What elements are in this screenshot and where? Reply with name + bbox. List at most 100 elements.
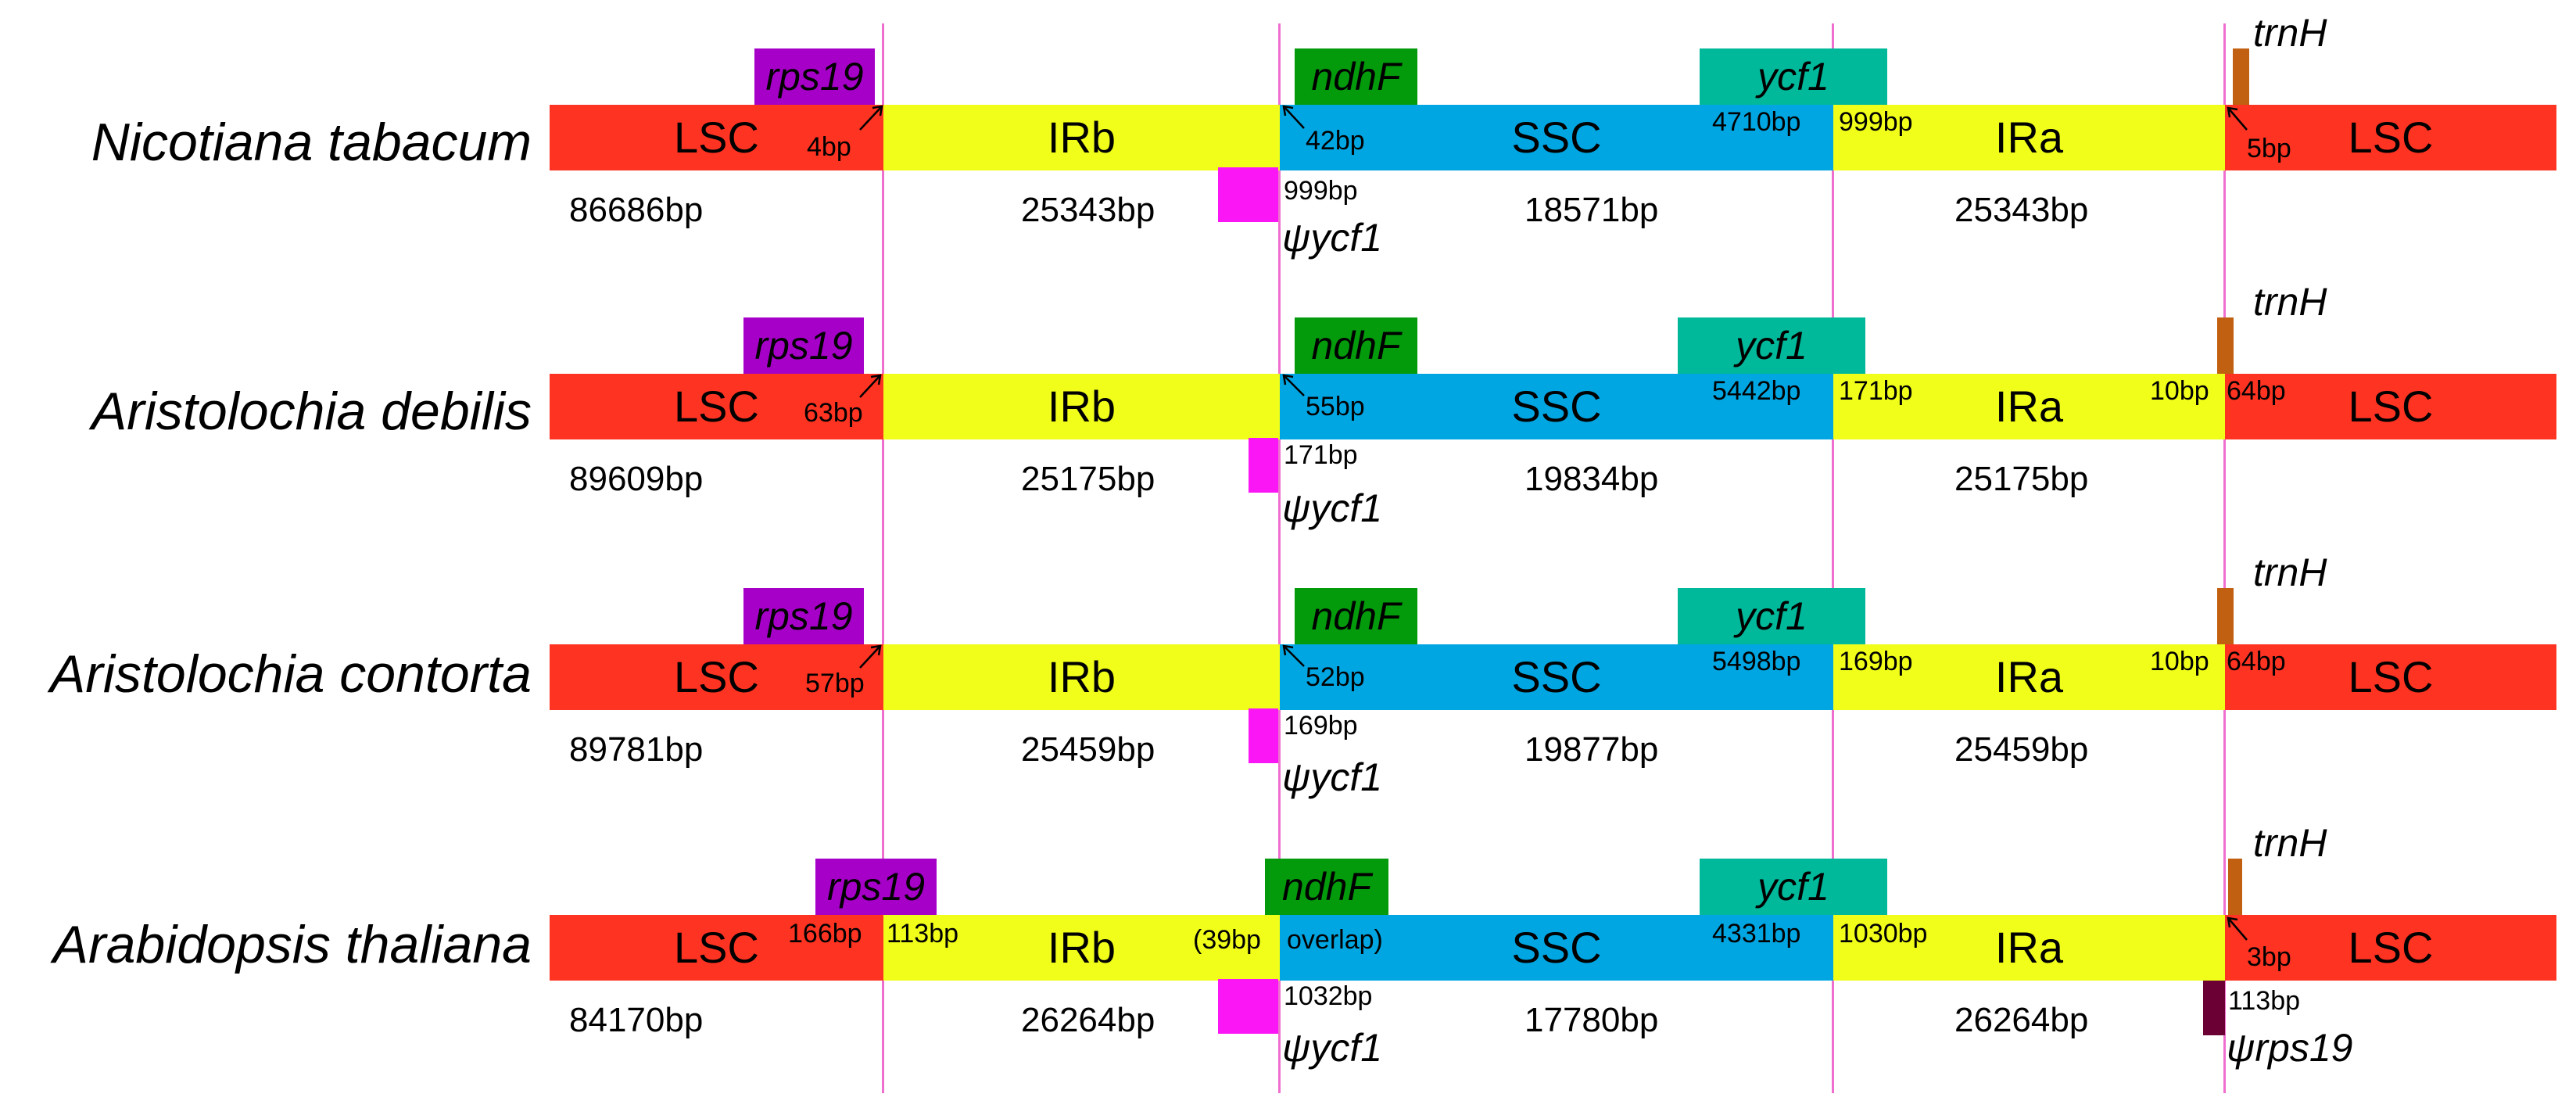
ssc-length: 19834bp [1524,460,1659,498]
ssc-bar: SSC [1280,644,1833,710]
irb-length: 25175bp [1021,460,1155,498]
psi-ycf1-length: 171bp [1284,440,1358,470]
lsc-label: LSC [674,382,759,431]
ira-bar: IRa [1833,105,2225,170]
lsc-length: 89781bp [569,730,704,769]
lsc-bar-right: LSC [2225,374,2556,439]
ira-bar: IRa [1833,644,2225,710]
ssc-label: SSC [1511,382,1602,431]
psi-ycf1-label: ψycf1 [1282,216,1383,260]
gene-ycf1: ycf1 [1678,588,1865,644]
psi-ycf1-length: 169bp [1284,711,1358,741]
lsc-length: 86686bp [569,191,704,229]
rps19-arrow [859,644,882,669]
lsc-length: 84170bp [569,1001,704,1039]
irb-length: 26264bp [1021,1001,1155,1039]
ndhF-distance: 55bp [1306,392,1365,421]
rps19-lsc-length: 166bp [788,919,862,949]
ycf1-ir-length: 1030bp [1839,919,1928,949]
irb-label: IRb [1047,113,1116,162]
psi-ycf1-label: ψycf1 [1282,486,1383,530]
ira-bar: IRa [1833,915,2225,981]
ycf1-ir-length: 171bp [1839,376,1913,406]
gene-trnH [2233,48,2249,105]
gene-ndhF: ndhF [1265,859,1388,915]
trnH-label: trnH [2253,11,2327,55]
psi-ycf1-box [1218,167,1278,222]
lsc-bar: LSC [550,915,883,981]
gene-ycf1: ycf1 [1700,48,1887,105]
junction-line-jlb [882,23,884,1093]
rps19-distance: 57bp [805,669,865,698]
psi-ycf1-length: 999bp [1284,176,1358,206]
ycf1-ssc-length: 4331bp [1712,919,1801,949]
ssc-length: 18571bp [1524,191,1659,229]
irb-bar: IRb [883,915,1280,981]
gene-rps19: rps19 [815,859,937,915]
ycf1-ssc-length: 5498bp [1712,647,1801,676]
psi-rps19-label: ψrps19 [2227,1026,2353,1070]
trnH-arrow [2227,916,2248,941]
trnH-lsc-distance: 64bp [2227,376,2286,406]
ssc-bar: SSC [1280,915,1833,981]
lsc-bar-right: LSC [2225,644,2556,710]
irb-bar: IRb [883,374,1280,439]
ira-length: 26264bp [1954,1001,2089,1039]
irb-length: 25459bp [1021,730,1155,769]
gene-ndhF: ndhF [1295,588,1417,644]
junction-line-jla [2223,23,2226,1093]
psi-ycf1-label: ψycf1 [1282,1026,1383,1070]
junction-line-jsb [1278,23,1281,1093]
irb-length: 25343bp [1021,191,1155,229]
rps19-arrow [859,374,882,398]
gene-ndhF: ndhF [1295,317,1417,374]
trnH-lsc-distance: 64bp [2227,647,2286,676]
ira-length: 25343bp [1954,191,2089,229]
ira-label: IRa [1994,923,2064,972]
lsc-length: 89609bp [569,460,704,498]
psi-rps19-box [2203,981,2225,1035]
ndhF-distance: 42bp [1306,126,1365,156]
junction-line-jsa [1832,23,1834,1093]
ssc-bar: SSC [1280,374,1833,439]
rps19-ir-length: 113bp [887,919,959,949]
species-label: Aristolochia contorta [49,644,532,704]
trnH-distance: 3bp [2247,942,2291,972]
ndhF-overlap-open: (39bp [1193,925,1261,955]
lsc-bar: LSC [550,374,883,439]
gene-rps19: rps19 [743,317,864,374]
irb-bar: IRb [883,105,1280,170]
psi-ycf1-label: ψycf1 [1282,755,1383,799]
irb-label: IRb [1047,652,1116,701]
gene-trnH [2217,317,2234,374]
lsc-label: LSC [674,652,759,701]
lsc-label-right: LSC [2348,113,2434,162]
trnH-label: trnH [2253,821,2327,865]
psi-ycf1-box [1218,979,1278,1034]
lsc-label: LSC [674,113,759,162]
ssc-length: 17780bp [1524,1001,1659,1039]
lsc-label-right: LSC [2348,382,2434,431]
gene-rps19: rps19 [743,588,864,644]
ycf1-ssc-length: 4710bp [1712,107,1801,137]
ssc-length: 19877bp [1524,730,1659,769]
irb-bar: IRb [883,644,1280,710]
ssc-label: SSC [1511,113,1602,162]
psi-ycf1-box [1249,708,1278,763]
ycf1-ir-length: 169bp [1839,647,1913,676]
trnH-ir-distance: 10bp [2150,647,2209,676]
gene-ndhF: ndhF [1295,48,1417,105]
ira-label: IRa [1994,382,2064,431]
irb-label: IRb [1047,382,1116,431]
ycf1-ssc-length: 5442bp [1712,376,1801,406]
ira-bar: IRa [1833,374,2225,439]
gene-ycf1: ycf1 [1678,317,1865,374]
rps19-distance: 4bp [807,132,851,162]
ira-label: IRa [1994,113,2064,162]
trnH-distance: 5bp [2247,134,2291,163]
ssc-bar: SSC [1280,105,1833,170]
rps19-distance: 63bp [804,398,863,428]
ndhF-arrow [1282,105,1305,129]
ssc-label: SSC [1511,652,1602,701]
trnH-arrow [2227,106,2248,131]
